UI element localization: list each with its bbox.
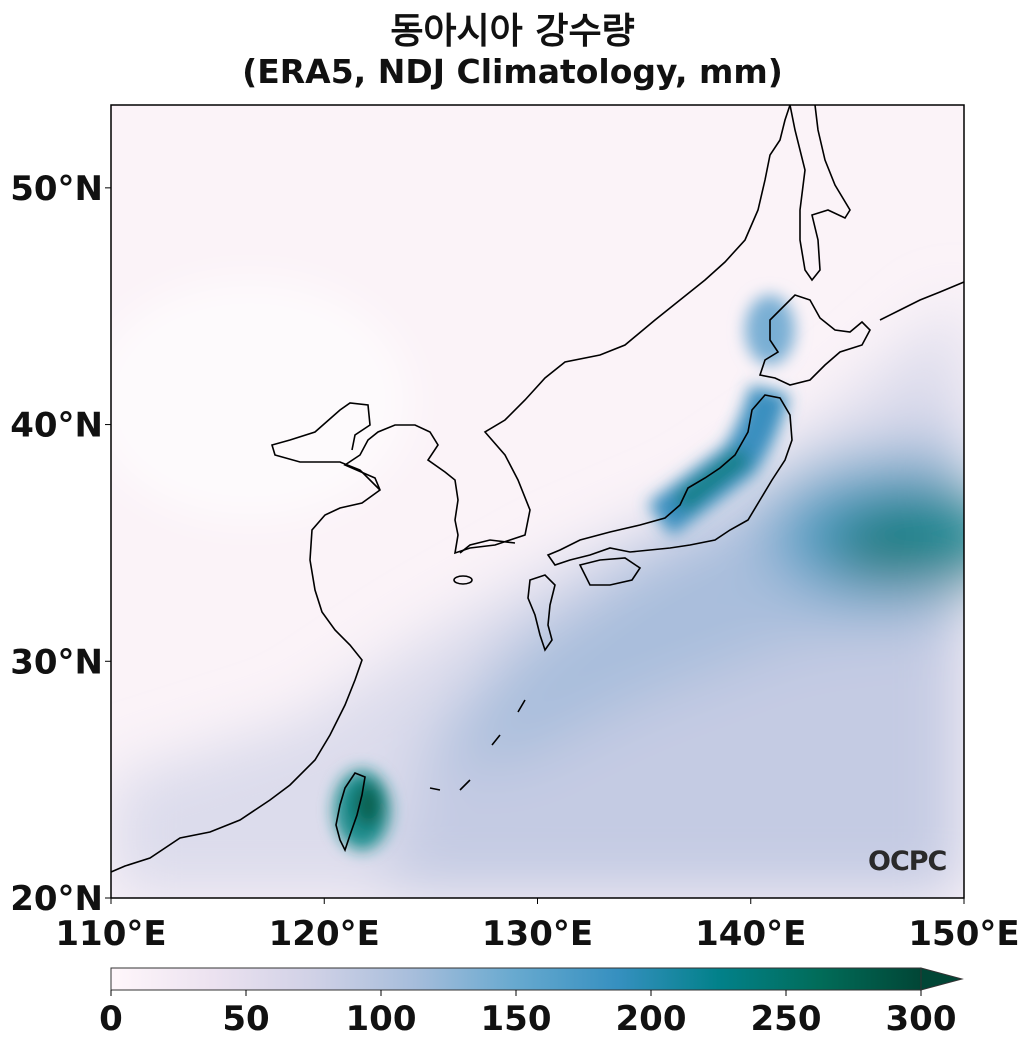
colorbar-tick-label: 50 [222,999,269,1039]
ryukyu-islands [429,699,526,791]
honshu-coastline [546,394,793,566]
colorbar-tick-label: 250 [751,999,822,1039]
kuril-islands [879,281,964,321]
colorbar-extend-arrow [920,967,964,991]
colorbar-tick-label: 150 [481,999,552,1039]
hokkaido-coastline [758,294,871,386]
ocpc-logo: OCPC [868,846,947,877]
lon-tick-label: 120°E [269,914,380,954]
bohai-coastline [270,402,381,491]
colorbar-tick-label: 300 [886,999,957,1039]
latitude-axis: 20°N 30°N 40°N 50°N [10,169,111,919]
colorbar-gradient [110,967,922,991]
lon-tick-label: 140°E [695,914,806,954]
taiwan-coastline [335,772,366,853]
lat-tick-label: 30°N [10,642,103,682]
korea-coastline [459,539,516,554]
colorbar-tick-label: 200 [616,999,687,1039]
shikoku-coastline [578,557,642,586]
lon-tick-label: 110°E [55,914,166,954]
coastlines [111,105,964,873]
colorbar-tick-label: 100 [346,999,417,1039]
jeju-coastline [453,575,473,585]
longitude-axis: 110°E 120°E 130°E 140°E 150°E [55,898,1020,954]
map-subtitle: (ERA5, NDJ Climatology, mm) [242,52,783,91]
lat-tick-label: 20°N [10,879,103,919]
map-title: 동아시아 강수량 [390,11,635,52]
lat-tick-label: 40°N [10,406,103,446]
lon-tick-label: 130°E [482,914,593,954]
mainland-coastline [111,105,791,873]
colorbar: 0 50 100 150 200 250 300 [99,967,964,1039]
lat-tick-label: 50°N [10,169,103,209]
colorbar-ticks: 0 50 100 150 200 250 300 [99,990,956,1039]
kyushu-coastline [527,574,556,652]
lon-tick-label: 150°E [908,914,1019,954]
sakhalin-coastline [789,105,851,282]
precipitation-field [111,105,964,898]
colorbar-tick-label: 0 [99,999,123,1039]
